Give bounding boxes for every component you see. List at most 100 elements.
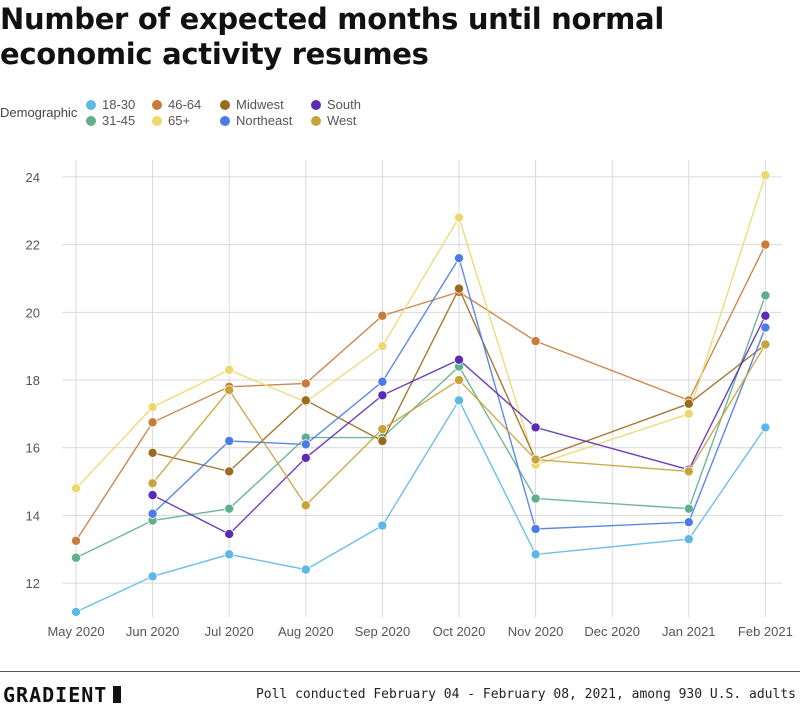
data-point xyxy=(224,549,235,560)
legend: 18-30 31-45 46-64 65+ Midwest Northeast South W… xyxy=(86,97,426,133)
legend-swatch xyxy=(311,99,321,110)
x-tick-label: Oct 2020 xyxy=(433,624,486,639)
series-line xyxy=(75,174,767,489)
data-point xyxy=(453,375,464,386)
legend-item-west[interactable]: West xyxy=(311,113,356,128)
legend-item-label: 31-45 xyxy=(102,113,136,128)
legend-swatch xyxy=(86,99,96,110)
legend-item-label: South xyxy=(327,97,361,112)
legend-item-label: 65+ xyxy=(168,113,191,128)
series-line xyxy=(75,398,766,613)
data-point xyxy=(71,552,82,563)
data-point xyxy=(760,322,771,333)
data-point xyxy=(760,290,771,301)
data-point xyxy=(760,422,771,433)
x-tick-label: Jan 2021 xyxy=(662,624,716,639)
data-point xyxy=(377,390,388,401)
footer-divider xyxy=(0,671,800,672)
data-point xyxy=(453,212,464,223)
legend-item-south[interactable]: South xyxy=(311,97,361,112)
series-west xyxy=(147,339,771,511)
legend-item-northeast[interactable]: Northeast xyxy=(220,113,292,128)
series-line xyxy=(152,256,767,530)
data-point xyxy=(147,447,158,458)
series-65- xyxy=(71,170,771,494)
x-tick-label: Aug 2020 xyxy=(278,624,334,639)
data-point xyxy=(147,417,158,428)
legend-item-label: 18-30 xyxy=(102,97,136,112)
legend-swatch xyxy=(152,99,162,110)
data-point xyxy=(147,402,158,413)
data-point xyxy=(147,571,158,582)
x-tick-label: Dec 2020 xyxy=(584,624,640,639)
data-point xyxy=(683,408,694,419)
data-point xyxy=(300,378,311,389)
data-point xyxy=(71,483,82,494)
data-point xyxy=(300,395,311,406)
data-point xyxy=(147,490,158,501)
data-point xyxy=(147,508,158,519)
legend-item-label: West xyxy=(327,113,357,128)
data-point xyxy=(760,339,771,350)
data-point xyxy=(377,424,388,435)
series-18-30 xyxy=(71,395,771,617)
data-point xyxy=(760,239,771,250)
legend-item-31-45[interactable]: 31-45 xyxy=(86,113,135,128)
data-point xyxy=(224,466,235,477)
poll-note: Poll conducted February 04 - February 08… xyxy=(255,687,796,702)
legend-item-46-64[interactable]: 46-64 xyxy=(152,97,201,112)
legend-item-18-30[interactable]: 18-30 xyxy=(86,97,135,112)
x-tick-label: May 2020 xyxy=(47,624,104,639)
data-point xyxy=(760,170,771,181)
series-line xyxy=(152,315,767,535)
data-point xyxy=(453,253,464,264)
data-point xyxy=(683,517,694,528)
data-point xyxy=(224,503,235,514)
series-line xyxy=(75,295,767,559)
data-point xyxy=(453,283,464,294)
data-point xyxy=(453,354,464,365)
data-point xyxy=(377,520,388,531)
data-point xyxy=(530,336,541,347)
legend-swatch xyxy=(86,115,96,126)
data-point xyxy=(683,503,694,514)
data-point xyxy=(224,435,235,446)
x-tick-label: Feb 2021 xyxy=(738,624,793,639)
y-tick-label: 14 xyxy=(26,508,40,523)
data-point xyxy=(530,523,541,534)
legend-item-label: 46-64 xyxy=(168,97,202,112)
data-point xyxy=(147,478,158,489)
data-point xyxy=(300,500,311,511)
data-point xyxy=(300,439,311,450)
brand-logo: GRADIENT xyxy=(3,683,122,707)
series-46-64 xyxy=(71,239,771,546)
data-point xyxy=(224,529,235,540)
line-chart: 12 14 16 18 20 22 24 May 2020 Jun 2020 Jul 2020 Au… xyxy=(26,160,793,639)
chart-title: Number of expected months until normal e… xyxy=(0,2,664,71)
legend-item-midwest[interactable]: Midwest xyxy=(220,97,284,112)
data-point xyxy=(530,454,541,465)
y-tick-label: 12 xyxy=(26,576,40,591)
legend-item-label: Midwest xyxy=(236,97,284,112)
legend-swatch xyxy=(152,115,162,126)
data-point xyxy=(377,341,388,352)
data-point xyxy=(530,422,541,433)
y-tick-label: 20 xyxy=(26,305,40,320)
data-point xyxy=(683,466,694,477)
data-point xyxy=(760,310,771,321)
series-line xyxy=(152,286,766,473)
series-31-45 xyxy=(71,290,771,563)
legend-title: Demographic xyxy=(0,105,78,120)
legend-swatch xyxy=(220,115,230,126)
x-tick-label: Jun 2020 xyxy=(126,624,180,639)
data-point xyxy=(71,535,82,546)
x-tick-label: Nov 2020 xyxy=(508,624,564,639)
brand-bar-icon xyxy=(113,686,122,703)
x-tick-label: Jul 2020 xyxy=(205,624,254,639)
y-tick-label: 16 xyxy=(26,441,40,456)
grid xyxy=(62,160,782,617)
legend-swatch xyxy=(220,99,230,110)
legend-item-65-[interactable]: 65+ xyxy=(152,113,190,128)
data-point xyxy=(224,364,235,375)
brand-name: GRADIENT xyxy=(3,683,108,707)
